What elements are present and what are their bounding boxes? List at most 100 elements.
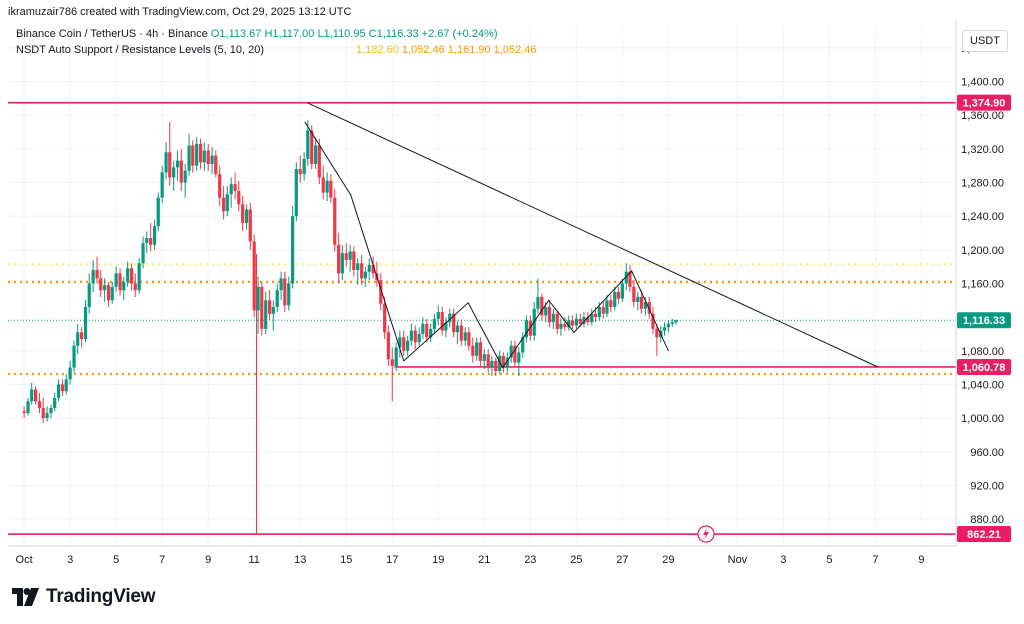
candle-body xyxy=(337,244,341,274)
candle-body xyxy=(344,253,348,260)
candle-body xyxy=(264,300,268,329)
candle-body xyxy=(383,303,387,333)
candle-body xyxy=(72,345,76,368)
time-tick-label: 19 xyxy=(432,554,444,566)
candle-body xyxy=(563,323,567,328)
candle-body xyxy=(394,347,398,366)
candle-body xyxy=(41,408,45,419)
candle-body xyxy=(268,300,272,314)
candle-body xyxy=(198,143,203,163)
time-tick-label: Oct xyxy=(16,554,33,566)
price-label-text: 1,060.78 xyxy=(963,362,1006,374)
candle-body xyxy=(440,312,444,331)
candle-body xyxy=(218,174,222,198)
trendlines xyxy=(304,102,879,369)
candle-body xyxy=(340,253,344,274)
lightning-bolt-glyph xyxy=(703,528,709,540)
candle-body xyxy=(183,170,187,183)
price-tick-label: 1,200.00 xyxy=(961,245,1004,257)
candle-body xyxy=(76,332,80,346)
candle-body xyxy=(175,160,180,168)
candle-body xyxy=(149,238,153,245)
currency-button[interactable]: USDT xyxy=(962,30,1008,52)
candle-body xyxy=(298,169,302,175)
time-tick-label: 5 xyxy=(826,554,832,566)
candle-body xyxy=(432,318,436,329)
candle-body xyxy=(333,197,337,245)
candles xyxy=(22,120,678,535)
candle-body xyxy=(91,270,95,284)
candle-body xyxy=(371,264,375,274)
price-tick-label: 960.00 xyxy=(970,447,1004,459)
candle-body xyxy=(64,379,68,392)
candle-body xyxy=(444,322,448,331)
candle-body xyxy=(314,145,318,164)
candle-body xyxy=(425,323,429,338)
candle-body xyxy=(609,300,613,308)
price-label-box xyxy=(957,312,1011,329)
candle-body xyxy=(475,342,479,356)
candle-body xyxy=(99,278,103,291)
price-label-text: 1,116.33 xyxy=(963,315,1005,327)
indicator-value-3: 1,161.90 xyxy=(447,44,491,56)
candle-body xyxy=(540,296,544,316)
candle-body xyxy=(160,172,164,198)
candle-body xyxy=(53,397,57,409)
candle-body xyxy=(379,280,383,304)
candle-body xyxy=(187,145,191,171)
price-label-text: 1,374.90 xyxy=(963,98,1006,110)
tradingview-logo[interactable]: TradingView xyxy=(12,586,156,608)
candle-body xyxy=(122,281,126,291)
candle-body xyxy=(406,340,410,351)
candle-body xyxy=(544,307,548,316)
candle-body xyxy=(666,323,670,328)
indicator-legend[interactable]: NSDT Auto Support / Resistance Levels (5… xyxy=(16,44,264,56)
price-label-box xyxy=(957,94,1011,111)
candle-body xyxy=(390,359,394,366)
candle-body xyxy=(22,411,26,414)
candle-body xyxy=(248,209,252,242)
time-tick-label: Nov xyxy=(728,554,748,566)
candle-body xyxy=(57,384,61,398)
time-axis: Oct 3 5 7 9 11 13 15 17 19 21 23 25 27 29 Nov 3 5 7 9 xyxy=(8,545,956,566)
candle-body xyxy=(421,323,425,334)
candle-body xyxy=(352,251,356,271)
candle-body xyxy=(620,283,624,299)
candle-body xyxy=(559,323,563,329)
price-label-box xyxy=(957,526,1011,543)
candle-body xyxy=(37,401,42,409)
candle-body xyxy=(60,384,65,392)
price-label-box xyxy=(957,358,1011,375)
candle-body xyxy=(590,313,594,323)
indicator-value-2: 1,052.46 xyxy=(401,44,445,56)
candle-body xyxy=(172,167,176,178)
candle-body xyxy=(551,313,555,323)
candle-body xyxy=(275,290,279,308)
candle-body xyxy=(348,251,352,260)
grid xyxy=(8,26,956,546)
candle-body xyxy=(367,264,371,272)
candle-body xyxy=(294,169,298,217)
symbol-legend[interactable]: Binance Coin / TetherUS · 4h · Binance O… xyxy=(16,28,497,40)
candle-body xyxy=(597,307,601,318)
candle-body xyxy=(222,197,226,212)
candle-body xyxy=(30,389,34,402)
brand-name: TradingView xyxy=(46,586,156,607)
time-tick-label: 27 xyxy=(616,554,628,566)
candle-body xyxy=(360,263,364,279)
candle-body xyxy=(310,130,314,164)
candle-body xyxy=(103,285,107,291)
time-tick-label: 15 xyxy=(340,554,352,566)
symbol-name[interactable]: Binance Coin / TetherUS · 4h · Binance xyxy=(16,28,208,40)
candle-body xyxy=(490,360,494,368)
candle-body xyxy=(229,184,233,195)
candle-body xyxy=(478,342,482,361)
candle-body xyxy=(459,325,463,341)
candle-body xyxy=(482,354,486,361)
candle-body xyxy=(110,286,114,301)
candle-body xyxy=(555,313,559,329)
candle-body xyxy=(195,143,199,166)
indicator-name[interactable]: NSDT Auto Support / Resistance Levels (5… xyxy=(16,44,265,56)
candle-body xyxy=(302,158,306,175)
